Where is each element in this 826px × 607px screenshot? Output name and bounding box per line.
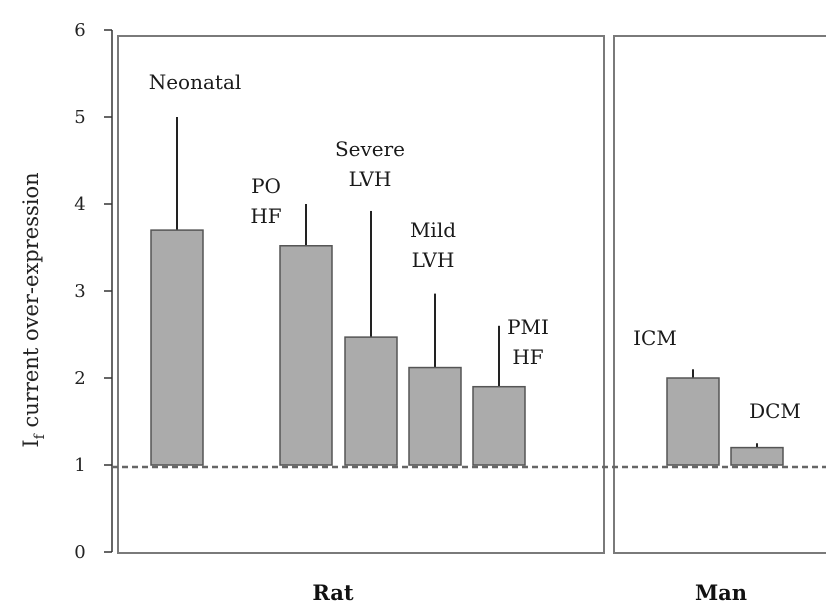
y-axis-title: If current over-expression [19,172,48,447]
bar-label-1-0-0: ICM [633,326,677,350]
y-tick-label-3: 3 [74,281,85,302]
y-tick-label-1: 1 [74,455,85,476]
bar-label-0-4-1: HF [512,345,543,369]
bar-label-0-1-1: HF [250,204,281,228]
panel-0 [117,35,605,554]
bar-1-0 [666,377,720,466]
bar-0-0 [150,229,204,466]
bar-label-0-2-0: Severe [335,137,405,161]
bar-label-1-1-0: DCM [749,399,801,423]
y-axis-title-main: I [19,439,43,447]
bar-0-4 [472,385,526,466]
bar-0-3 [408,366,462,466]
bar-label-0-4-0: PMI [507,315,549,339]
y-axis: 0 1 2 3 4 5 6 [74,20,113,563]
bars [150,117,784,466]
labels: Neonatal PO HF Severe LVH Mild LVH PMI HF Rat ICM D… [149,70,801,605]
bar-0-1 [279,245,333,466]
y-axis-title-rest: current over-expression [19,172,43,434]
y-tick-label-5: 5 [74,107,85,128]
bar-0-2 [344,336,398,466]
y-tick-label-2: 2 [74,368,85,389]
group-label-0: Rat [312,580,354,605]
bar-label-0-1-0: PO [251,174,281,198]
panel-1 [613,35,826,554]
group-label-1: Man [695,580,747,605]
bar-label-0-3-0: Mild [410,218,456,242]
y-tick-label-6: 6 [74,20,85,41]
bar-label-0-3-1: LVH [412,248,455,272]
y-tick-label-0: 0 [74,542,85,563]
panels [117,35,826,554]
y-axis-title-subscript: f [32,432,48,439]
bar-1-1 [730,446,784,466]
bar-label-0-2-1: LVH [349,167,392,191]
bar-label-0-0-0: Neonatal [149,70,242,94]
y-tick-label-4: 4 [74,194,85,215]
